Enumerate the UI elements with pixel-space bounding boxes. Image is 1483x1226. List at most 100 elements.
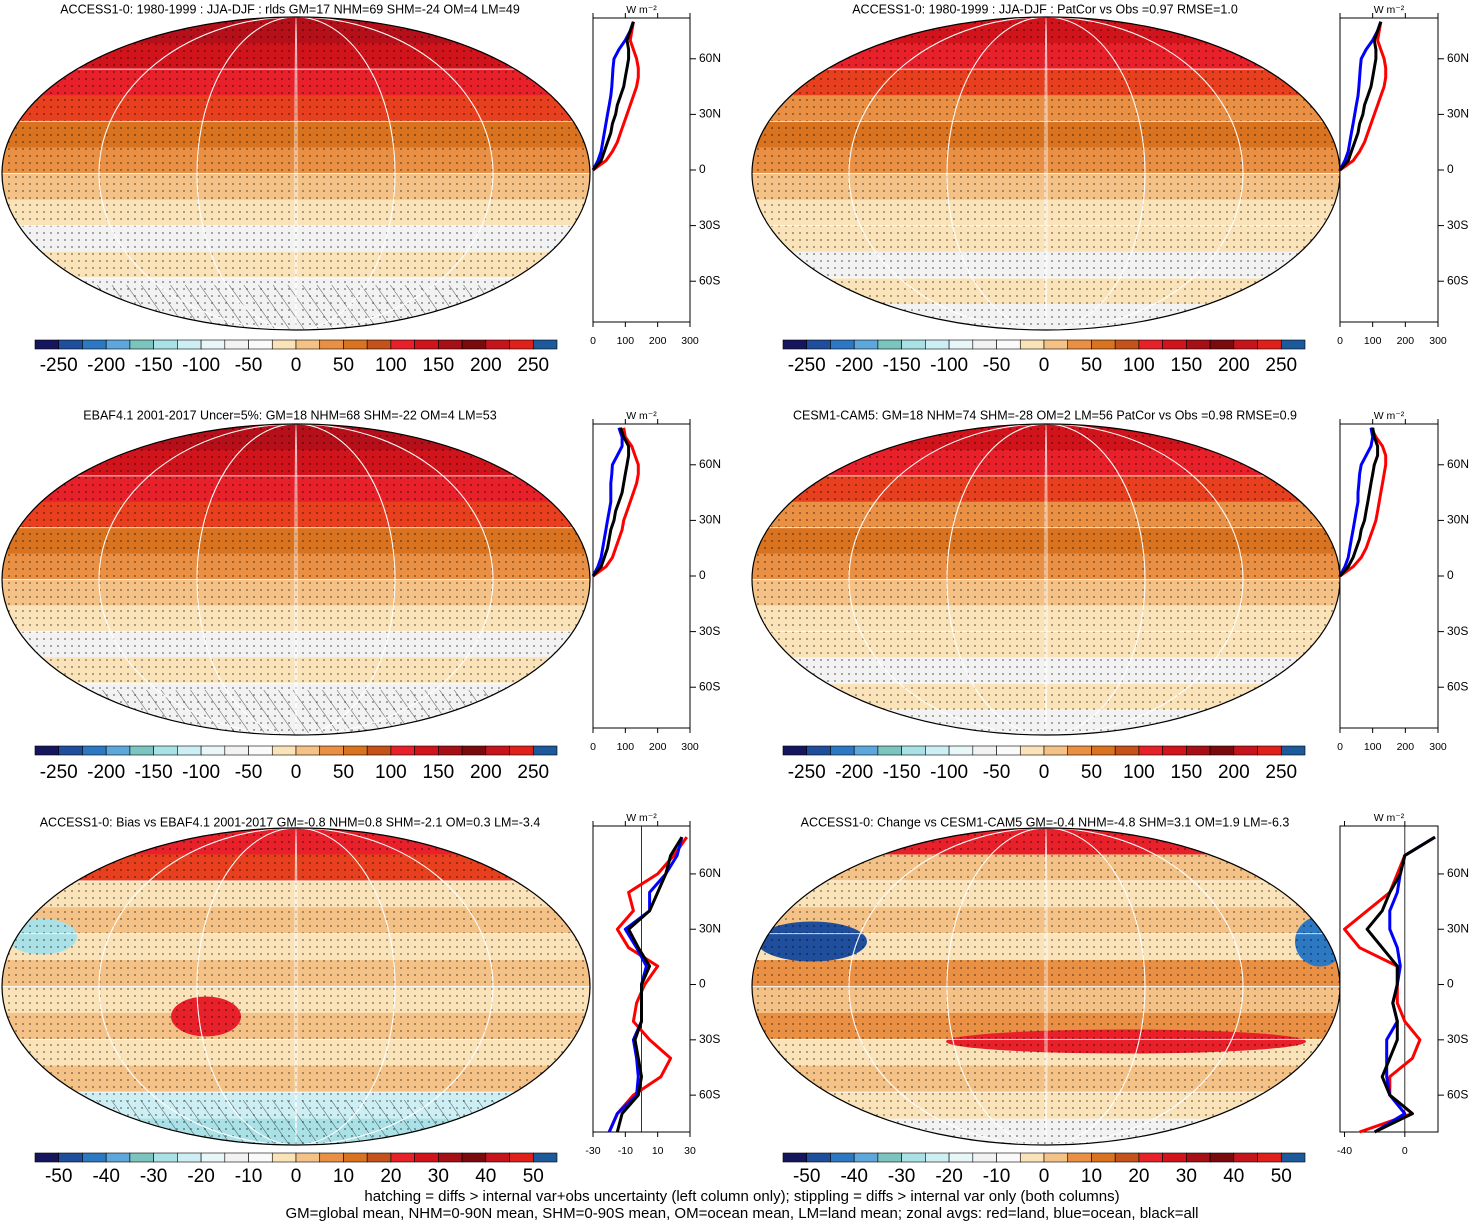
y-tick-label: 30N	[699, 107, 721, 121]
colorbar-label: 30	[1176, 1166, 1197, 1187]
colorbar-box	[177, 339, 202, 350]
zonal-line	[1365, 835, 1436, 1134]
colorbar-box	[485, 1152, 510, 1163]
colorbar-box	[1162, 745, 1187, 756]
colorbar-box	[972, 1152, 997, 1163]
colorbar-box	[438, 339, 463, 350]
y-tick-label: 0	[699, 162, 706, 176]
colorbar-label: -40	[92, 1166, 119, 1187]
panel-title: ACCESS1-0: Change vs CESM1-CAM5 GM=-0.4 …	[801, 815, 1290, 829]
y-tick-label: 60S	[1447, 1087, 1468, 1101]
colorbar-box	[129, 1152, 154, 1163]
colorbar-label: 100	[375, 355, 407, 376]
colorbar-box	[271, 1152, 297, 1163]
zonal-line	[1338, 427, 1375, 577]
colorbar-label: -50	[983, 355, 1010, 376]
colorbar-box	[295, 1152, 321, 1163]
colorbar-box	[877, 339, 902, 350]
colorbar-box	[319, 1152, 344, 1163]
colorbar-box	[1043, 339, 1069, 350]
colorbar-box	[901, 1152, 926, 1163]
colorbar-box	[509, 339, 534, 350]
x-axis-label: W m⁻²	[1374, 410, 1405, 422]
y-tick-label: 60S	[1447, 679, 1468, 693]
colorbar-box	[532, 1152, 558, 1163]
colorbar-label: -100	[930, 355, 968, 376]
y-tick-label: 30S	[1447, 624, 1468, 638]
y-tick-label: 0	[699, 977, 706, 991]
colorbar-box	[105, 1152, 131, 1163]
x-tick-label: 0	[1337, 741, 1343, 753]
profile-frame	[1339, 17, 1439, 323]
map	[752, 424, 1340, 735]
footnote: GM=global mean, NHM=0-90N mean, SHM=0-90…	[285, 1205, 1198, 1221]
colorbar-box	[461, 339, 487, 350]
colorbar-box	[925, 745, 950, 756]
colorbar-box	[1019, 1152, 1045, 1163]
y-tick-label: 0	[1447, 568, 1454, 582]
colorbar-box	[485, 745, 510, 756]
colorbar-label: 0	[1039, 1166, 1050, 1187]
colorbar-box	[1019, 745, 1045, 756]
colorbar-box	[1114, 745, 1140, 756]
colorbar-label: 0	[291, 1166, 302, 1187]
colorbar-box	[319, 745, 344, 756]
colorbar-box	[224, 745, 249, 756]
y-tick-label: 60N	[699, 51, 721, 65]
x-axis-label: W m⁻²	[1374, 812, 1405, 824]
colorbar-box	[1233, 745, 1258, 756]
colorbar-box	[343, 745, 368, 756]
colorbar-label: 250	[517, 355, 549, 376]
x-tick-label: 300	[1429, 741, 1447, 753]
y-tick-label: 60S	[699, 1087, 720, 1101]
colorbar-box	[366, 1152, 392, 1163]
colorbar-label: 0	[291, 355, 302, 376]
colorbar-box	[1162, 1152, 1187, 1163]
colorbar-box	[948, 339, 974, 350]
x-axis-label: W m⁻²	[626, 812, 657, 824]
colorbar-box	[390, 1152, 415, 1163]
colorbar-box	[1209, 1152, 1235, 1163]
colorbar-box	[1067, 339, 1092, 350]
colorbar-box	[1019, 339, 1045, 350]
colorbar-label: -100	[182, 355, 220, 376]
colorbar-box	[200, 1152, 226, 1163]
colorbar-box	[177, 1152, 202, 1163]
colorbar-box	[782, 745, 808, 756]
colorbar-box	[996, 339, 1021, 350]
colorbar-box	[319, 339, 344, 350]
zonal-line	[592, 427, 640, 578]
colorbar-label: 100	[375, 762, 407, 783]
panel-title: ACCESS1-0: 1980-1999 : JJA-DJF : PatCor …	[852, 2, 1238, 16]
colorbar-box	[1067, 1152, 1092, 1163]
colorbar-box	[853, 339, 879, 350]
panel-title: EBAF4.1 2001-2017 Uncer=5%: GM=18 NHM=68…	[83, 408, 496, 422]
x-tick-label: 100	[1364, 335, 1382, 347]
x-tick-label: 200	[649, 741, 667, 753]
colorbar-box	[248, 1152, 273, 1163]
colorbar-box	[806, 1152, 831, 1163]
colorbar-label: -30	[888, 1166, 915, 1187]
footnote: hatching = diffs > internal var+obs unce…	[364, 1188, 1119, 1205]
colorbar-box	[248, 745, 273, 756]
colorbar-label: -20	[935, 1166, 962, 1187]
colorbar-box	[1257, 745, 1282, 756]
colorbar-label: -20	[187, 1166, 214, 1187]
colorbar-box	[925, 1152, 950, 1163]
colorbar-box	[1114, 339, 1140, 350]
map	[752, 17, 1340, 330]
colorbar-label: -200	[87, 762, 125, 783]
x-tick-label: 0	[590, 335, 596, 347]
colorbar-label: 150	[423, 355, 455, 376]
colorbar-box	[58, 745, 83, 756]
colorbar-label: -50	[983, 762, 1010, 783]
colorbar-box	[1091, 339, 1116, 350]
colorbar-label: -200	[835, 355, 873, 376]
colorbar-label: 250	[1265, 355, 1297, 376]
x-axis-label: W m⁻²	[626, 4, 657, 16]
colorbar-box	[390, 339, 415, 350]
profile-frame	[1339, 423, 1439, 729]
colorbar-label: 30	[428, 1166, 449, 1187]
y-tick-label: 60N	[1447, 866, 1469, 880]
